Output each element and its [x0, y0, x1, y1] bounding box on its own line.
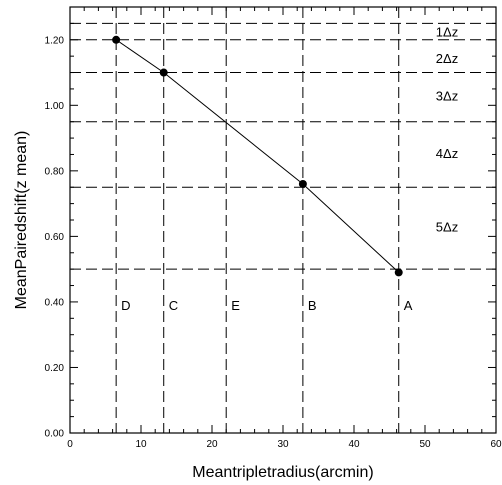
x-tick-label: 0: [67, 439, 73, 450]
x-tick-label: 20: [206, 439, 218, 450]
axis-ticks: 0 10 20 30 40 50 60 0.00 0.20 0.40 0.60 0.80 1.00 1.2…: [45, 6, 502, 450]
y-tick-label: 0.20: [45, 363, 65, 374]
delta-z-region-label: 2Δz: [436, 51, 458, 66]
x-tick-label: 50: [419, 439, 431, 450]
data-series: [112, 35, 403, 277]
annotation-labels: D C E B A 1Δz 2Δz 3Δz 4Δz 5Δz: [121, 25, 458, 314]
vertical-line-label: A: [404, 298, 413, 313]
vertical-line-label: D: [121, 298, 130, 313]
x-tick-label: 30: [277, 439, 289, 450]
delta-z-region-label: 5Δz: [436, 220, 458, 235]
x-tick-label: 40: [348, 439, 360, 450]
x-tick-label: 10: [135, 439, 147, 450]
delta-z-region-label: 3Δz: [436, 88, 458, 103]
data-point: [394, 268, 403, 277]
x-axis-title: Meantripletradius(arcmin): [192, 464, 373, 481]
data-point: [159, 68, 168, 77]
series-line: [115, 39, 400, 273]
x-tick-label: 60: [490, 439, 502, 450]
data-point: [298, 179, 307, 188]
y-tick-label: 1.00: [45, 101, 65, 112]
y-axis-title: MeanPairedshift(z mean): [13, 131, 30, 310]
plot-frame: [69, 6, 497, 434]
delta-z-region-label: 4Δz: [436, 146, 458, 161]
delta-z-region-label: 1Δz: [436, 25, 458, 40]
data-point: [112, 35, 121, 44]
reference-lines: [70, 7, 496, 433]
y-tick-label: 0.80: [45, 166, 65, 177]
y-tick-label: 0.00: [45, 429, 65, 440]
vertical-line-label: B: [308, 298, 317, 313]
y-tick-label: 0.60: [45, 232, 65, 243]
y-tick-label: 1.20: [45, 35, 65, 46]
y-tick-label: 0.40: [45, 297, 65, 308]
vertical-line-label: E: [231, 298, 240, 313]
vertical-line-label: C: [169, 298, 178, 313]
